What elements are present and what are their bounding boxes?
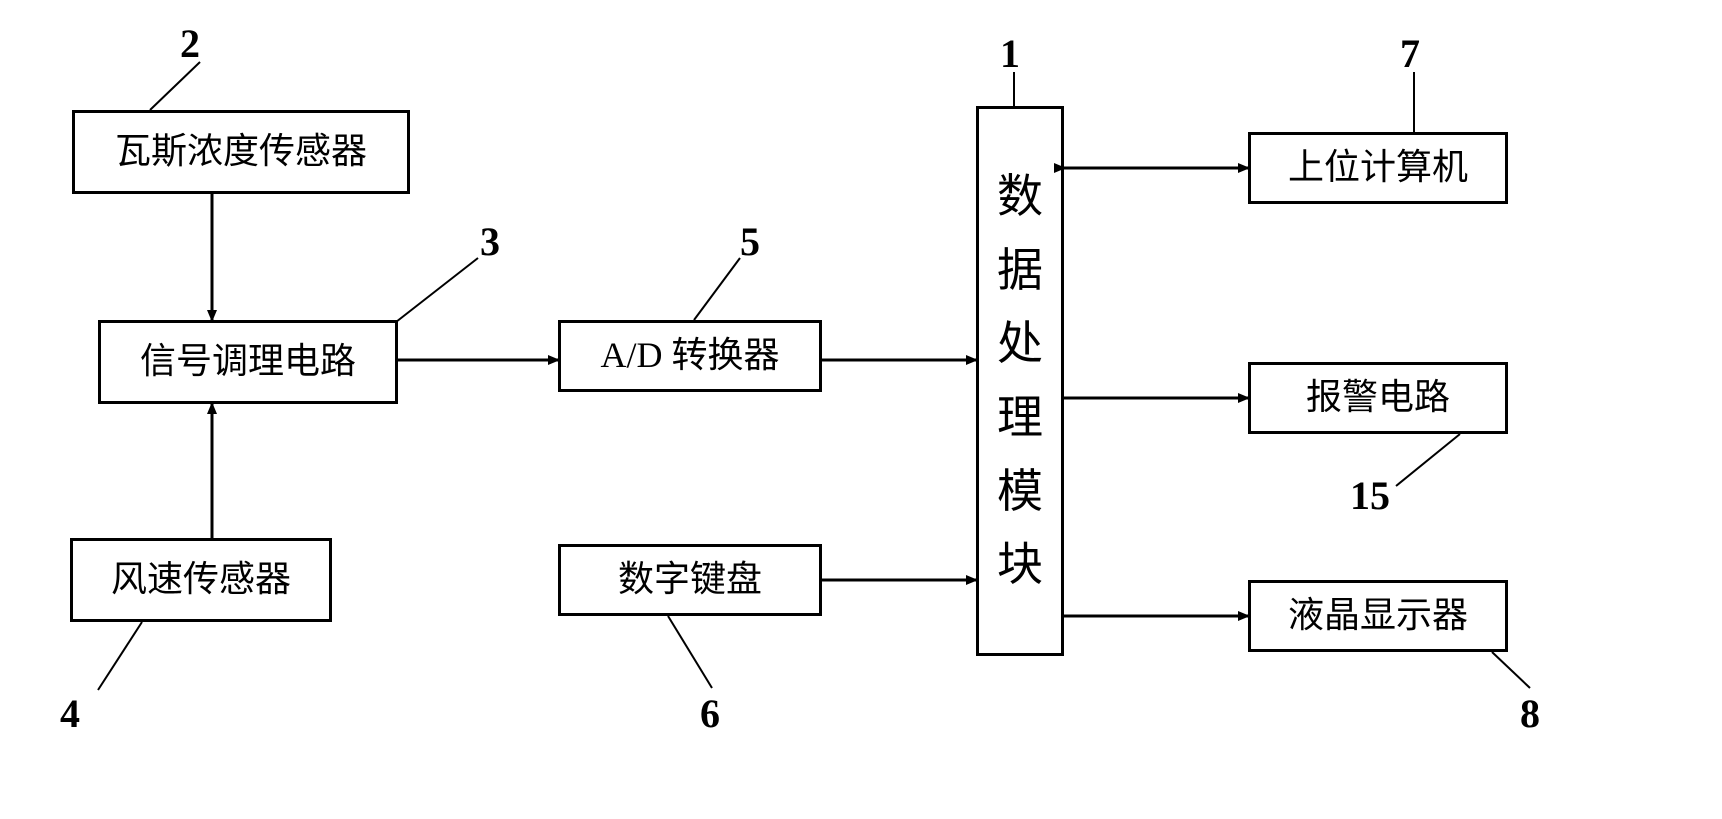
node-label: 风速传感器 (111, 559, 291, 600)
ref-label-4: 4 (60, 690, 80, 737)
ref-label-15: 15 (1350, 472, 1390, 519)
node-label: 报警电路 (1306, 377, 1450, 418)
node-ad-converter: A/D 转换器 (558, 320, 822, 392)
node-data-processing: 数 据 处 理 模 块 (976, 106, 1064, 656)
node-label: 上位计算机 (1288, 147, 1468, 188)
diagram-stage: 瓦斯浓度传感器 信号调理电路 风速传感器 A/D 转换器 数字键盘 数 据 处 … (0, 0, 1722, 819)
ref-label-1: 1 (1000, 30, 1020, 77)
ref-label-7: 7 (1400, 30, 1420, 77)
node-signal-conditioning: 信号调理电路 (98, 320, 398, 404)
node-label: 数 据 处 理 模 块 (997, 160, 1043, 602)
node-wind-sensor: 风速传感器 (70, 538, 332, 622)
node-host-computer: 上位计算机 (1248, 132, 1508, 204)
ref-label-8: 8 (1520, 690, 1540, 737)
ref-label-6: 6 (700, 690, 720, 737)
node-label: 瓦斯浓度传感器 (115, 131, 367, 172)
node-label: 液晶显示器 (1288, 595, 1468, 636)
node-keypad: 数字键盘 (558, 544, 822, 616)
node-lcd: 液晶显示器 (1248, 580, 1508, 652)
ref-label-5: 5 (740, 218, 760, 265)
node-label: 数字键盘 (618, 559, 762, 600)
node-label: 信号调理电路 (140, 341, 356, 382)
node-gas-sensor: 瓦斯浓度传感器 (72, 110, 410, 194)
ref-label-2: 2 (180, 20, 200, 67)
ref-label-3: 3 (480, 218, 500, 265)
node-alarm: 报警电路 (1248, 362, 1508, 434)
node-label: A/D 转换器 (601, 335, 780, 376)
